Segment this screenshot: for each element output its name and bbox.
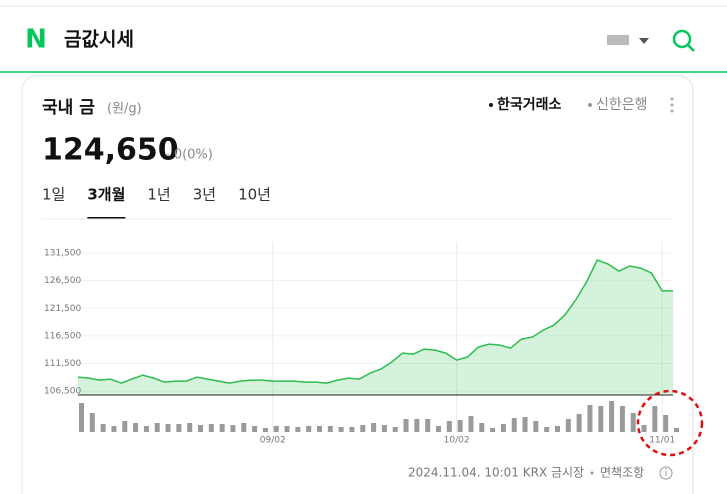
volume-bar (327, 426, 333, 432)
period-tab[interactable]: 3개월 (87, 186, 125, 204)
volume-bar (360, 425, 366, 432)
volume-bar (176, 424, 182, 432)
price-area (78, 260, 673, 395)
period-tab[interactable]: 1년 (147, 186, 170, 204)
keyboard-icon[interactable] (607, 35, 649, 45)
price: 124,650 (42, 133, 179, 168)
volume-bar (284, 426, 290, 432)
timestamp: 2024.11.04. 10:01 KRX 금시장 (408, 466, 584, 480)
volume-bar (533, 421, 539, 432)
volume-bar (619, 406, 625, 432)
volume-bar (598, 406, 604, 432)
volume-bar (262, 428, 268, 432)
source-tab[interactable]: 신한은행 (596, 97, 648, 113)
volume-bar (208, 424, 214, 432)
volume-bar (576, 414, 582, 432)
source-tab[interactable]: 한국거래소 (497, 97, 562, 113)
volume-bar (522, 417, 528, 432)
volume-bar (100, 424, 106, 432)
volume-bar (446, 421, 452, 432)
volume-bar (349, 427, 355, 432)
volume-bar (143, 426, 149, 432)
volume-bar (154, 423, 160, 432)
y-tick-label: 111,500 (44, 359, 81, 369)
volume-bar (338, 427, 344, 432)
period-tab[interactable]: 10년 (238, 186, 271, 204)
volume-bar (674, 428, 679, 432)
volume-bar (230, 425, 236, 432)
y-tick-label: 106,500 (44, 387, 81, 397)
volume-bar (652, 406, 658, 432)
volume-bar (317, 426, 322, 432)
info-icon[interactable] (659, 466, 673, 480)
card (21, 75, 694, 494)
volume-bar (555, 426, 560, 432)
page-title: 금값시세 (64, 29, 134, 51)
search-icon[interactable] (672, 29, 695, 52)
footer-bullet (590, 471, 594, 475)
volume-bar (414, 419, 420, 432)
volume-bar (187, 423, 193, 432)
price-change: - 0(0%) (165, 148, 213, 163)
volume-bar (79, 403, 84, 432)
period-tab[interactable]: 1일 (42, 186, 65, 204)
volume-bar (89, 413, 95, 432)
volume-bar (609, 401, 615, 432)
more-menu[interactable] (670, 97, 674, 113)
volume-bar (425, 419, 431, 432)
volume-bar (511, 418, 517, 432)
y-tick-label: 131,500 (44, 249, 81, 259)
y-tick-label: 116,500 (44, 331, 81, 341)
logo[interactable]: N (25, 25, 47, 55)
volume-bar (641, 425, 647, 432)
x-tick-label: 10/02 (444, 436, 470, 446)
volume-bar (663, 415, 669, 432)
volume-bar (436, 426, 441, 432)
volume-bar (565, 419, 571, 432)
source-bullet (588, 103, 592, 107)
volume-bar (241, 423, 247, 432)
volume-bar (587, 405, 593, 432)
source-bullet (489, 103, 493, 107)
volume-bar (468, 416, 474, 432)
volume-bar (544, 427, 550, 432)
volume-bar (479, 423, 485, 432)
x-tick-label: 09/02 (260, 436, 286, 446)
volume-bar (111, 426, 117, 432)
volume-bar (306, 426, 312, 432)
volume-bar (457, 420, 463, 432)
disclaimer[interactable]: 면책조항 (600, 465, 644, 480)
volume-bar (122, 421, 128, 432)
volume-bar (490, 428, 496, 432)
card-title: 국내 금 (42, 98, 95, 118)
volume-bar (219, 424, 225, 432)
unit: (원/g) (107, 102, 142, 117)
volume-bar (500, 424, 506, 432)
price-line (77, 259, 673, 384)
volume-bar (252, 426, 258, 432)
volume-bar (371, 423, 377, 432)
x-tick-label: 11/01 (649, 436, 675, 446)
volume-bar (273, 426, 279, 432)
y-tick-label: 121,500 (44, 304, 81, 314)
volume-bar (133, 423, 139, 432)
period-tab[interactable]: 3년 (193, 186, 216, 204)
volume-bar (381, 425, 387, 432)
volume-bar (165, 424, 171, 432)
volume-bar (630, 413, 636, 432)
volume-bar (198, 425, 203, 432)
highlight-circle (636, 389, 704, 457)
volume-bar (392, 427, 398, 432)
volume-bar (295, 427, 301, 432)
volume-bar (403, 419, 409, 432)
y-tick-label: 126,500 (44, 276, 81, 286)
